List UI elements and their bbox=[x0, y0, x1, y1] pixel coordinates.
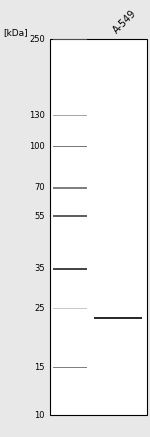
Bar bbox=[52, 268, 87, 270]
Text: 70: 70 bbox=[34, 184, 45, 192]
Bar bbox=[52, 38, 87, 40]
Text: A-549: A-549 bbox=[111, 8, 138, 35]
Text: 250: 250 bbox=[29, 35, 45, 44]
Text: 25: 25 bbox=[34, 304, 45, 312]
Bar bbox=[52, 187, 87, 189]
Text: 35: 35 bbox=[34, 264, 45, 274]
Bar bbox=[94, 317, 142, 319]
Bar bbox=[52, 146, 87, 147]
Text: 130: 130 bbox=[29, 111, 45, 120]
Bar bbox=[52, 367, 87, 368]
Bar bbox=[52, 115, 87, 116]
Bar bbox=[52, 215, 87, 217]
Text: 15: 15 bbox=[34, 363, 45, 372]
Text: 10: 10 bbox=[34, 411, 45, 420]
Bar bbox=[50, 39, 147, 415]
Text: 100: 100 bbox=[29, 142, 45, 151]
Text: 55: 55 bbox=[34, 212, 45, 221]
Bar bbox=[52, 308, 87, 309]
Text: [kDa]: [kDa] bbox=[3, 28, 28, 37]
